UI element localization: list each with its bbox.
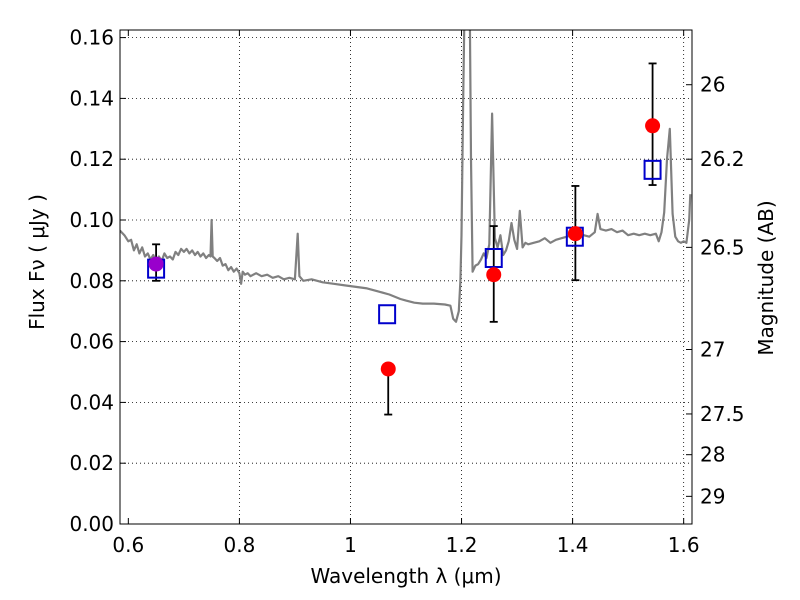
- observed-point: [645, 118, 661, 134]
- x-tick-label: 1.6: [668, 533, 700, 557]
- right-tick-label: 26: [700, 73, 725, 97]
- y-tick-labels: 0.00 0.02 0.04 0.06 0.08 0.10 0.12 0.14 0.16: [69, 26, 114, 536]
- observed-point: [567, 226, 583, 242]
- x-tick-label: 1.4: [557, 533, 589, 557]
- right-tick-labels: 26 26.2 26.5 27 27.5 28 29: [700, 73, 745, 509]
- x-tick-label: 1: [344, 533, 357, 557]
- y-tick-label: 0.16: [69, 26, 114, 50]
- model-point: [643, 159, 662, 180]
- y-tick-label: 0.02: [69, 451, 114, 475]
- observed-photometry-series: [148, 118, 661, 377]
- observed-point: [380, 361, 396, 377]
- y-tick-label: 0.00: [69, 512, 114, 536]
- x-tick-labels: 0.6 0.8 1 1.2 1.4 1.6: [112, 533, 699, 557]
- y-tick-label: 0.08: [69, 269, 114, 293]
- right-axis-label: Magnitude (AB): [754, 200, 778, 355]
- y-tick-label: 0.14: [69, 86, 114, 110]
- y-tick-label: 0.06: [69, 330, 114, 354]
- right-tick-label: 28: [700, 443, 725, 467]
- spectrum-series: [120, 30, 692, 323]
- right-tick-label: 29: [700, 484, 725, 508]
- y-tick-label: 0.12: [69, 147, 114, 171]
- right-tick-label: 27.5: [700, 402, 745, 426]
- x-tick-label: 0.8: [223, 533, 255, 557]
- y-tick-label: 0.04: [69, 390, 114, 414]
- model-point: [378, 304, 397, 325]
- axis-ticks: [120, 30, 692, 525]
- right-tick-label: 27: [700, 338, 725, 362]
- spectrum-line: [120, 30, 692, 323]
- right-tick-label: 26.5: [700, 235, 745, 259]
- x-tick-label: 0.6: [112, 533, 144, 557]
- observed-point: [148, 256, 164, 272]
- observed-point: [486, 267, 502, 283]
- x-tick-label: 1.2: [446, 533, 478, 557]
- x-axis-label: Wavelength λ (μm): [310, 564, 501, 588]
- right-tick-label: 26.2: [700, 147, 745, 171]
- y-tick-label: 0.10: [69, 208, 114, 232]
- y-axis-label: Flux Fν ( μJy ): [25, 194, 49, 330]
- plot-frame: [119, 29, 693, 525]
- model-point: [484, 248, 503, 268]
